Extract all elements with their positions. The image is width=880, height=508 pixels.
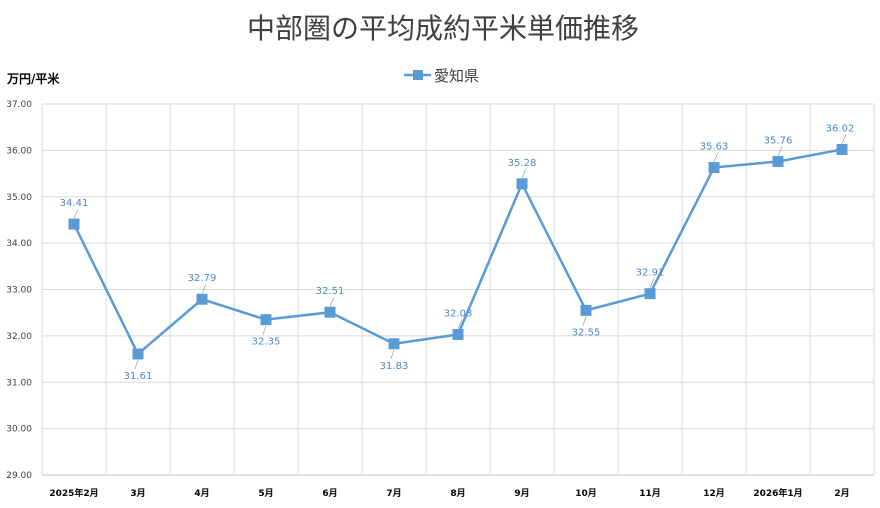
x-tick-label: 2025年2月: [49, 487, 98, 499]
data-point-marker: [836, 143, 848, 155]
data-label-leader: [649, 278, 655, 288]
x-tick-label: 2月: [834, 488, 849, 499]
data-label-leader: [582, 316, 587, 326]
x-tick-label: 4月: [194, 488, 209, 499]
y-axis-unit-label: 万円/平米: [6, 71, 60, 86]
y-tick-label: 31.00: [6, 378, 32, 388]
data-point-marker: [324, 306, 336, 318]
data-label: 32.35: [252, 337, 281, 348]
data-label: 35.28: [508, 158, 537, 169]
x-tick-label: 10月: [575, 488, 597, 499]
x-tick-label: 5月: [258, 488, 273, 499]
data-label: 32.79: [188, 273, 217, 284]
legend: 愛知県: [404, 67, 479, 85]
data-label: 32.91: [636, 268, 665, 279]
y-tick-label: 30.00: [6, 425, 32, 435]
data-point-marker: [196, 293, 208, 305]
x-tick-label: 6月: [322, 488, 337, 499]
data-label: 32.55: [572, 327, 601, 338]
data-label: 31.61: [124, 371, 153, 382]
legend-marker-swatch: [413, 70, 423, 80]
y-tick-label: 33.00: [6, 286, 32, 296]
data-label-leader: [73, 208, 79, 219]
data-label-leader: [262, 325, 267, 335]
data-label: 35.63: [700, 142, 729, 153]
data-point-marker: [388, 338, 400, 350]
x-axis-ticks: 2025年2月 3月 4月 5月 6月 7月 8月 9月 10月 11月 12月 2026年1月 2月: [49, 487, 849, 499]
y-axis-ticks: 29.00 30.00 31.00 32.00 33.00 34.00 35.00 36.00…: [6, 100, 32, 481]
data-label-leader: [329, 297, 335, 307]
data-point-marker: [644, 288, 656, 300]
legend-label: 愛知県: [434, 67, 479, 85]
y-tick-label: 36.00: [6, 146, 32, 156]
data-label: 36.02: [826, 123, 855, 134]
data-label: 35.76: [764, 136, 793, 147]
data-label-leader: [521, 168, 527, 178]
x-tick-label: 12月: [703, 488, 725, 499]
y-tick-label: 37.00: [6, 100, 32, 110]
x-tick-label: 11月: [639, 488, 661, 499]
gridlines: [42, 103, 874, 476]
y-tick-label: 35.00: [6, 193, 32, 203]
data-label-leader: [777, 146, 783, 156]
x-tick-label: 8月: [450, 488, 465, 499]
data-label: 32.51: [316, 286, 345, 297]
data-label-leader: [390, 349, 395, 359]
y-tick-label: 34.00: [6, 239, 32, 249]
data-point-marker: [260, 314, 272, 326]
data-label: 31.83: [380, 361, 409, 372]
data-point-marker: [452, 328, 464, 340]
chart-title: 中部圏の平均成約平米単価推移: [247, 12, 639, 45]
data-point-marker: [132, 348, 144, 360]
data-label-leader: [201, 284, 207, 294]
data-point-marker: [708, 162, 720, 174]
x-tick-label: 7月: [386, 488, 401, 499]
x-tick-label: 2026年1月: [753, 487, 802, 499]
x-tick-label: 3月: [130, 488, 145, 499]
data-point-marker: [68, 218, 80, 230]
series-line: [72, 148, 843, 356]
data-label: 34.41: [60, 198, 89, 209]
data-label-leader: [457, 319, 463, 329]
data-point-marker: [516, 178, 528, 190]
data-point-marker: [772, 156, 784, 168]
series: 34.41 31.61 32.79 32.35 32.51 31.83 32.03 35.28…: [60, 123, 855, 382]
y-tick-label: 32.00: [6, 332, 32, 342]
x-gridlines: [41, 104, 875, 475]
data-label-leader: [134, 359, 139, 370]
data-label: 32.03: [444, 308, 473, 319]
data-point-marker: [580, 304, 592, 316]
data-label-leader: [713, 152, 719, 162]
data-label-leader: [841, 134, 847, 144]
y-tick-label: 29.00: [6, 471, 32, 481]
x-tick-label: 9月: [514, 488, 529, 499]
